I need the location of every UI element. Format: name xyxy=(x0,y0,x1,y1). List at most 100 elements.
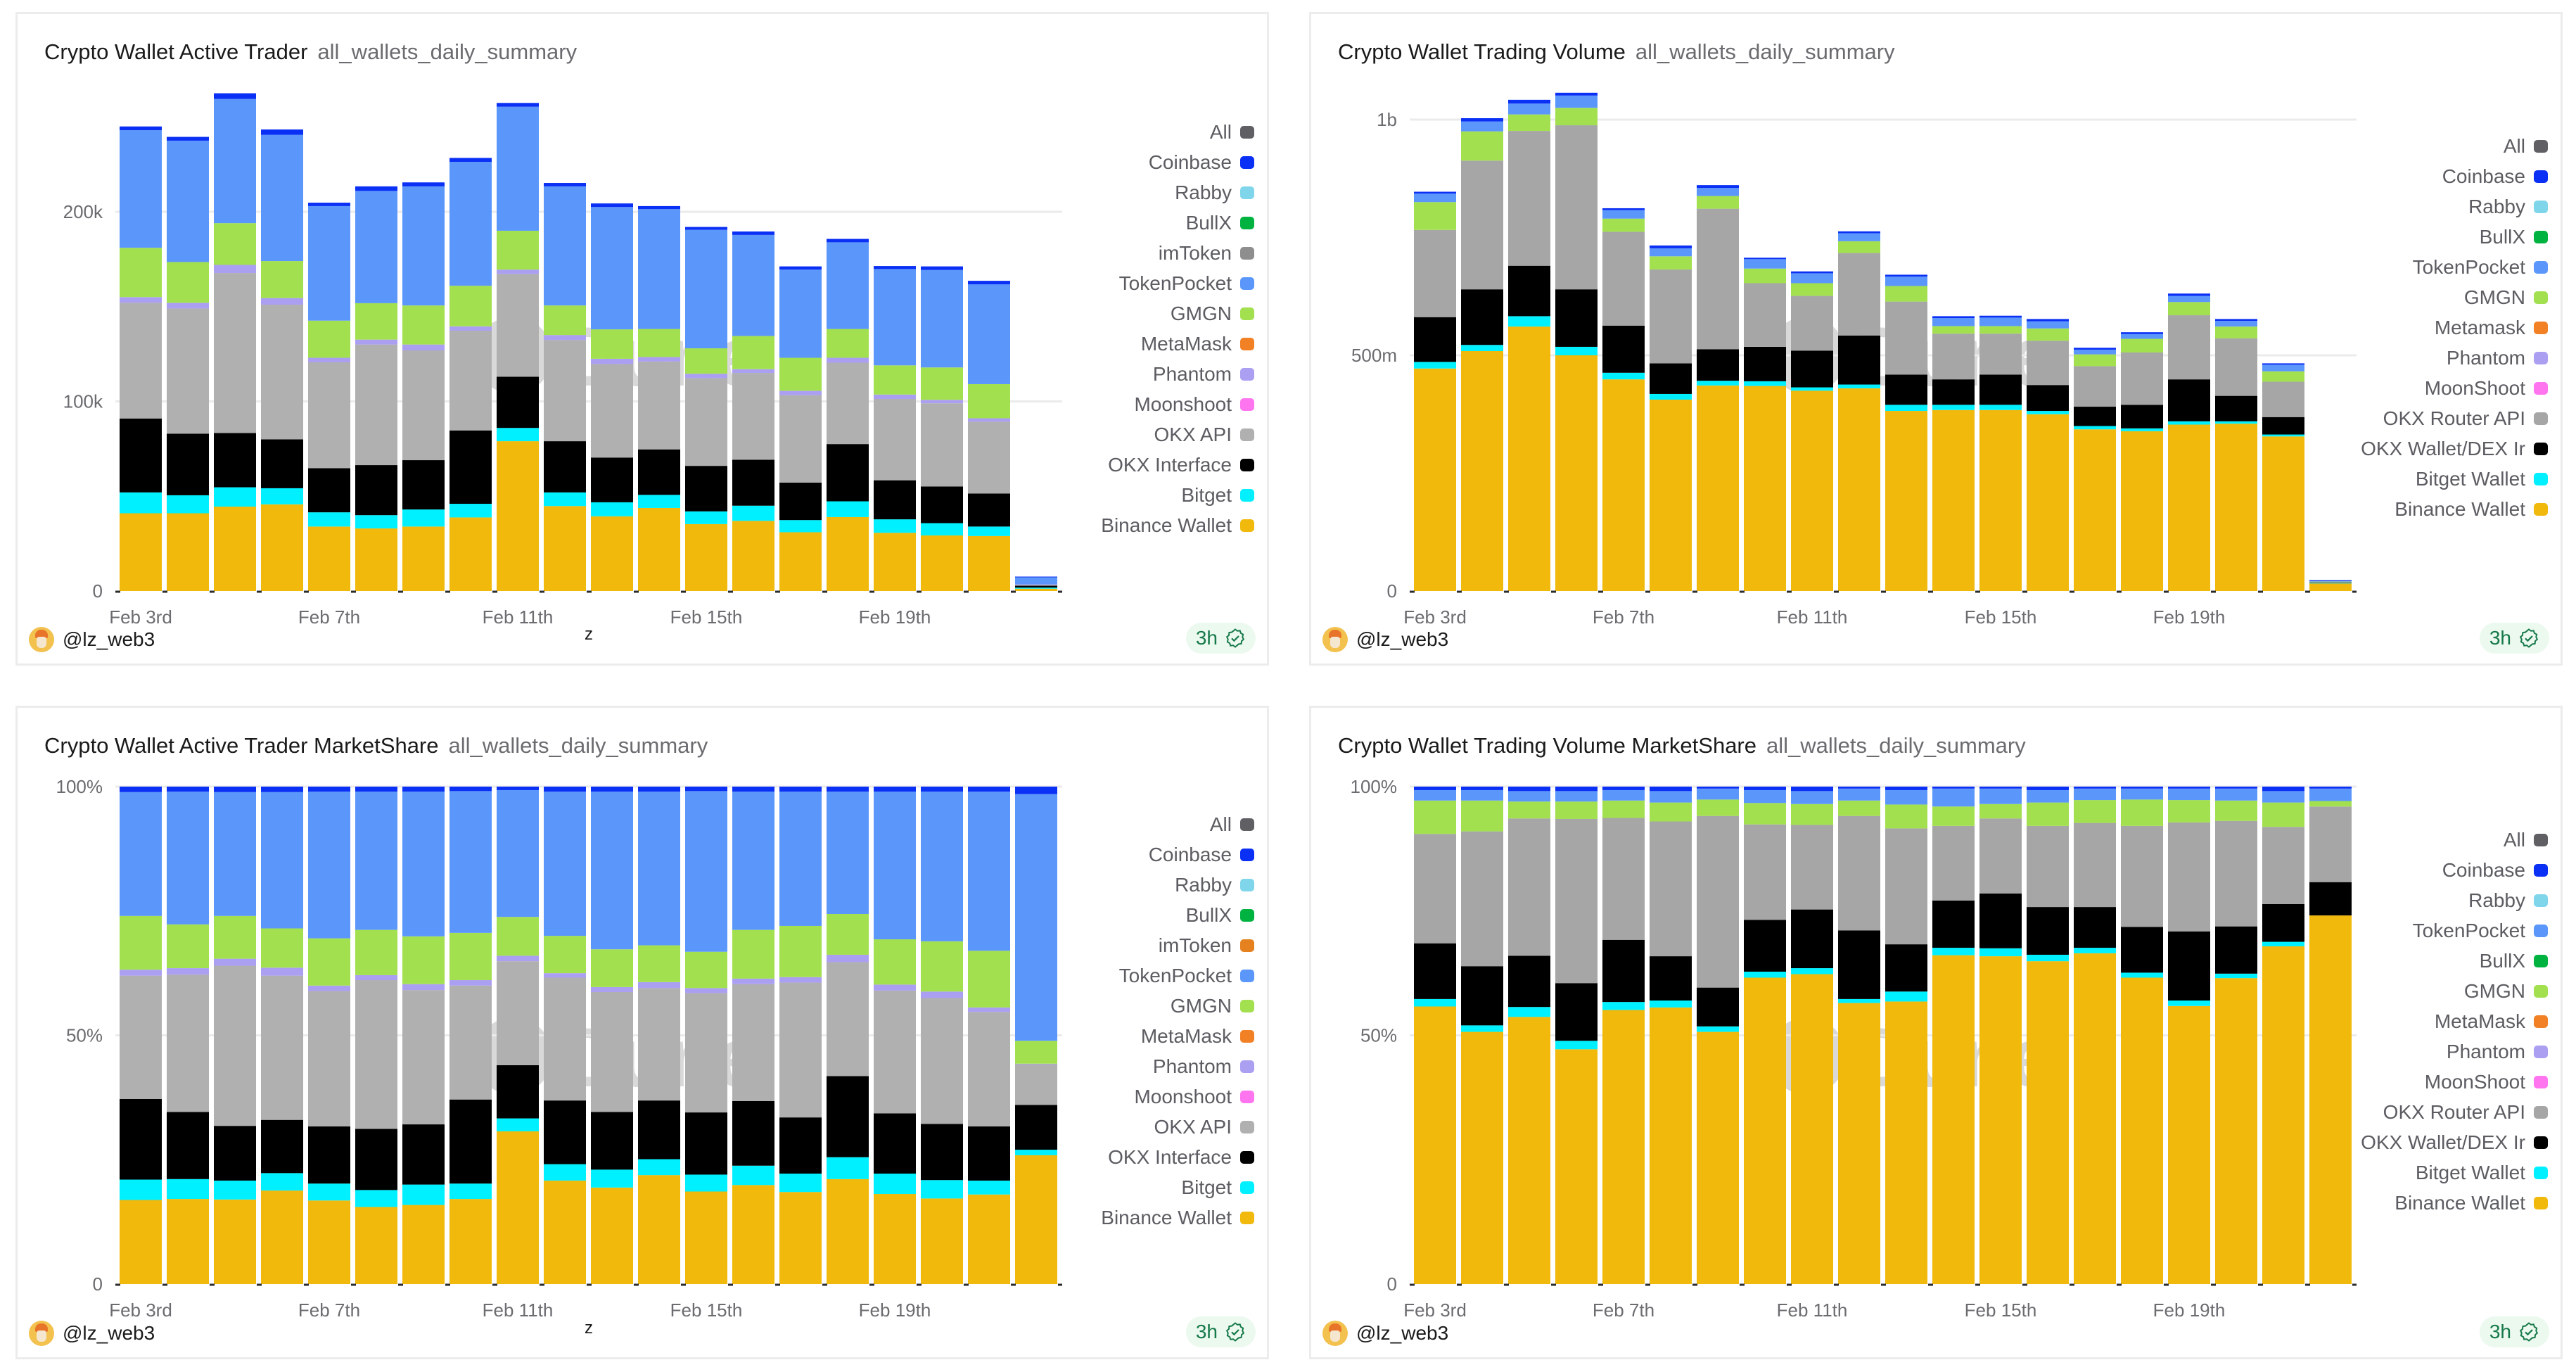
bar-segment-binance-wallet[interactable] xyxy=(1508,326,1550,591)
bar-segment-okx-wallet-dex-ir[interactable] xyxy=(1414,317,1456,362)
bar-segment-bitget-wallet[interactable] xyxy=(2215,973,2257,979)
bar-segment-gmgn[interactable] xyxy=(968,383,1010,419)
bar-segment-tokenpocket[interactable] xyxy=(1979,317,2022,326)
legend-item[interactable]: Coinbase xyxy=(1149,147,1254,177)
bar-segment-coinbase[interactable] xyxy=(2121,787,2163,789)
legend-item[interactable]: OKX Wallet/DEX Ir xyxy=(2361,1127,2548,1157)
bar-segment-coinbase[interactable] xyxy=(402,182,445,186)
legend-item[interactable]: All xyxy=(1210,809,1254,839)
legend-item[interactable]: Bitget xyxy=(1181,480,1254,510)
bar-segment-coinbase[interactable] xyxy=(1508,787,1550,792)
bar-segment-tokenpocket[interactable] xyxy=(2309,788,2352,801)
bar-segment-okx-router-api[interactable] xyxy=(2074,822,2116,908)
bar-segment-okx-router-api[interactable] xyxy=(2027,825,2069,908)
bar-segment-okx-router-api[interactable] xyxy=(1555,818,1598,984)
bar-segment-okx-interface[interactable] xyxy=(1015,1105,1057,1150)
bar-segment-okx-api[interactable] xyxy=(261,975,303,1120)
legend-item[interactable]: TokenPocket xyxy=(1119,960,1254,991)
bar-segment-tokenpocket[interactable] xyxy=(732,792,774,930)
bar-segment-gmgn[interactable] xyxy=(2027,802,2069,826)
legend-item[interactable]: OKX Router API xyxy=(2383,1097,2548,1127)
bar-segment-tokenpocket[interactable] xyxy=(2168,788,2210,801)
bar-segment-tokenpocket[interactable] xyxy=(355,792,397,930)
bar-segment-bitget-wallet[interactable] xyxy=(2215,421,2257,424)
bar-segment-okx-router-api[interactable] xyxy=(2262,381,2304,417)
bar-segment-binance-wallet[interactable] xyxy=(2262,946,2304,1284)
bar-segment-coinbase[interactable] xyxy=(449,787,492,792)
bar-segment-gmgn[interactable] xyxy=(2168,302,2210,316)
bar-segment-tokenpocket[interactable] xyxy=(1697,788,1739,800)
bar-segment-coinbase[interactable] xyxy=(2215,787,2257,789)
bar-segment-okx-api[interactable] xyxy=(1015,1064,1057,1105)
bar-segment-binance-wallet[interactable] xyxy=(402,526,445,591)
bar-segment-tokenpocket[interactable] xyxy=(1508,103,1550,115)
bar-segment-binance-wallet[interactable] xyxy=(779,532,822,591)
bar-segment-okx-interface[interactable] xyxy=(167,433,209,495)
bar-segment-bitget[interactable] xyxy=(308,512,350,527)
bar-segment-tokenpocket[interactable] xyxy=(1015,577,1057,585)
bar-segment-okx-wallet-dex-ir[interactable] xyxy=(1414,943,1456,999)
bar-segment-okx-wallet-dex-ir[interactable] xyxy=(2309,882,2352,916)
bar-segment-bitget-wallet[interactable] xyxy=(1979,405,2022,410)
bar-segment-bitget-wallet[interactable] xyxy=(1508,316,1550,327)
bar-segment-tokenpocket[interactable] xyxy=(120,792,162,916)
legend-item[interactable]: Bitget xyxy=(1181,1172,1254,1202)
bar-segment-tokenpocket[interactable] xyxy=(1838,233,1880,241)
bar-segment-gmgn[interactable] xyxy=(2262,802,2304,827)
bar-segment-tokenpocket[interactable] xyxy=(1744,259,1786,269)
bar-segment-bitget-wallet[interactable] xyxy=(1932,948,1975,955)
chart-title[interactable]: Crypto Wallet Trading Volume MarketShare xyxy=(1338,733,1756,758)
legend-item[interactable]: All xyxy=(1210,117,1254,147)
bar-segment-okx-interface[interactable] xyxy=(685,466,727,512)
bar-segment-bitget-wallet[interactable] xyxy=(1650,1001,1692,1008)
bar-segment-gmgn[interactable] xyxy=(1744,803,1786,825)
bar-segment-bitget[interactable] xyxy=(167,1179,209,1200)
bar-segment-okx-wallet-dex-ir[interactable] xyxy=(2168,379,2210,421)
bar-segment-okx-interface[interactable] xyxy=(308,1126,350,1184)
bar-segment-coinbase[interactable] xyxy=(968,787,1010,792)
bar-segment-okx-router-api[interactable] xyxy=(1932,825,1975,901)
bar-segment-okx-router-api[interactable] xyxy=(1744,283,1786,347)
bar-segment-gmgn[interactable] xyxy=(968,951,1010,1008)
bar-segment-coinbase[interactable] xyxy=(1932,787,1975,789)
bar-segment-binance-wallet[interactable] xyxy=(1015,588,1057,591)
author[interactable]: @lz_web3 xyxy=(1322,627,1448,652)
bar-segment-okx-router-api[interactable] xyxy=(1555,125,1598,290)
bar-segment-okx-router-api[interactable] xyxy=(1650,269,1692,364)
bar-segment-phantom[interactable] xyxy=(544,973,586,978)
bar-segment-tokenpocket[interactable] xyxy=(1555,791,1598,802)
bar-segment-coinbase[interactable] xyxy=(1838,231,1880,234)
bar-segment-okx-interface[interactable] xyxy=(921,486,963,523)
bar-segment-okx-interface[interactable] xyxy=(497,376,539,428)
bar-segment-okx-interface[interactable] xyxy=(638,449,680,495)
bar-segment-okx-router-api[interactable] xyxy=(1508,131,1550,266)
bar-segment-coinbase[interactable] xyxy=(2168,293,2210,296)
author[interactable]: @lz_web3 xyxy=(29,627,155,652)
bar-segment-tokenpocket[interactable] xyxy=(2027,321,2069,329)
bar-segment-bitget-wallet[interactable] xyxy=(1508,1007,1550,1017)
bar-segment-bitget[interactable] xyxy=(402,1184,445,1205)
chart-title[interactable]: Crypto Wallet Trading Volume xyxy=(1338,39,1626,64)
bar-segment-gmgn[interactable] xyxy=(591,329,633,359)
bar-segment-okx-wallet-dex-ir[interactable] xyxy=(1932,900,1975,948)
bar-segment-coinbase[interactable] xyxy=(968,281,1010,285)
bar-segment-tokenpocket[interactable] xyxy=(1015,794,1057,1041)
bar-segment-phantom[interactable] xyxy=(261,967,303,976)
bar-segment-binance-wallet[interactable] xyxy=(2121,977,2163,1284)
bar-segment-coinbase[interactable] xyxy=(685,227,727,230)
bar-segment-okx-router-api[interactable] xyxy=(1697,815,1739,988)
bar-segment-binance-wallet[interactable] xyxy=(874,1194,916,1284)
bar-segment-coinbase[interactable] xyxy=(497,787,539,790)
bar-segment-coinbase[interactable] xyxy=(214,93,256,99)
bar-segment-coinbase[interactable] xyxy=(497,103,539,107)
bar-segment-gmgn[interactable] xyxy=(638,329,680,357)
bar-segment-gmgn[interactable] xyxy=(2309,581,2352,583)
bar-segment-bitget[interactable] xyxy=(591,1169,633,1188)
bar-segment-binance-wallet[interactable] xyxy=(921,535,963,591)
bar-segment-binance-wallet[interactable] xyxy=(120,1200,162,1284)
bar-segment-okx-router-api[interactable] xyxy=(1414,229,1456,317)
bar-segment-okx-router-api[interactable] xyxy=(1414,834,1456,944)
bar-segment-tokenpocket[interactable] xyxy=(1979,788,2022,804)
bar-segment-okx-wallet-dex-ir[interactable] xyxy=(1650,956,1692,1001)
bar-segment-okx-wallet-dex-ir[interactable] xyxy=(1979,374,2022,405)
